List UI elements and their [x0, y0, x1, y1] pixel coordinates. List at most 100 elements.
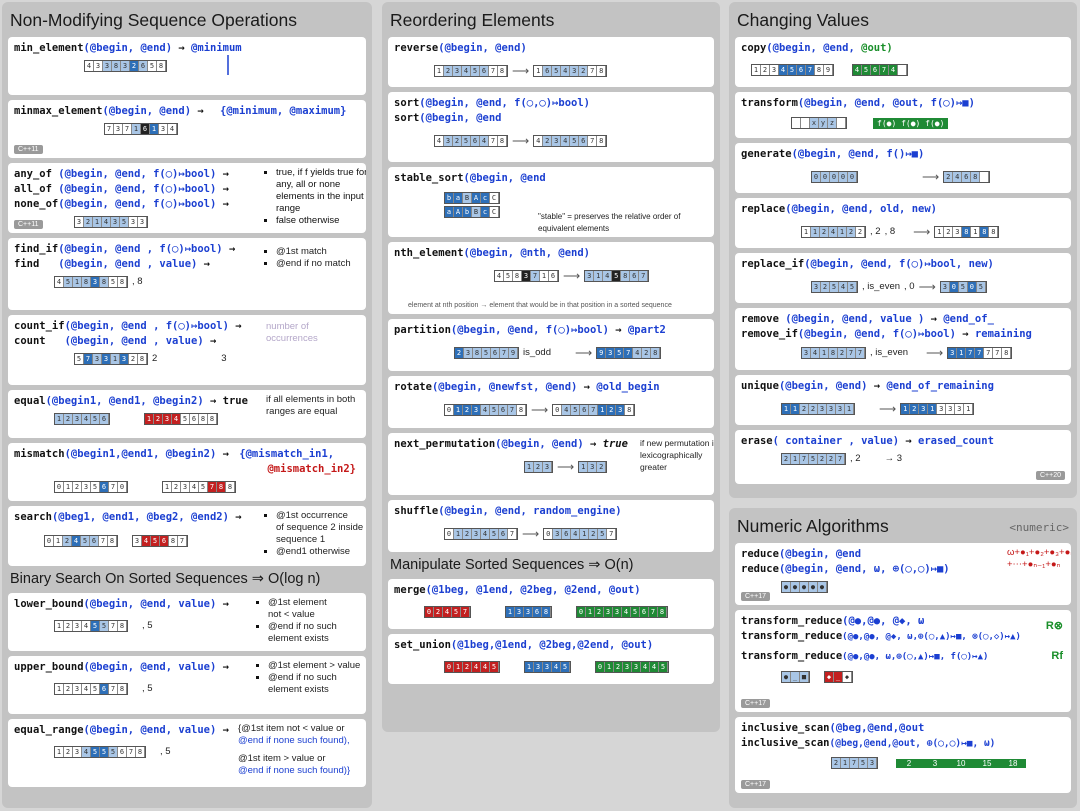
partition-predicate: is_odd	[523, 347, 551, 358]
fn-name: set_union	[394, 639, 451, 651]
count-value: 2	[152, 353, 158, 364]
pred-notes: true, if f yields true for any, all or n…	[266, 167, 366, 227]
fn-name-2: sort	[394, 112, 420, 124]
fn-args: (@begin, @end, f(◯,◯)↦bool)	[419, 97, 590, 109]
card-inclusive-scan: inclusive_scan(@beg,@end,@out inclusive_…	[735, 717, 1071, 793]
fn-args-2: (@beg,@end,@out, ⊕(◯,◯)↦■, ω)	[829, 738, 996, 749]
find-note-match: @1st match	[276, 246, 327, 257]
card-remove: remove (@begin, @end, value ) → @end_of_…	[735, 308, 1071, 370]
fn-name: reduce	[741, 548, 779, 560]
card-any-all-none: any_of (@begin, @end, f(◯)↦bool) → all_o…	[8, 163, 366, 233]
stable-note: "stable" = preserves the relative order …	[538, 212, 681, 233]
fn-args: (@1beg,@1end, @2beg,@2end, @out)	[450, 639, 654, 651]
lb-note-1st: @1st element	[268, 597, 327, 608]
fn-return: @part2	[627, 324, 666, 336]
scan-out-cell: 10	[956, 758, 966, 768]
fn-args: (@begin, @end	[778, 548, 862, 560]
non-modifying-panel: Non-Modifying Sequence Operations min_el…	[2, 2, 372, 808]
fn-args: (@begin1,@end1, @begin2)	[64, 448, 217, 460]
fn-name: inclusive_scan	[741, 722, 830, 734]
fn-args: (@begin, @end , value)	[64, 335, 204, 347]
pred-note-true: true, if f yields true for any, all or n…	[276, 167, 366, 215]
section-title-binary-search: Binary Search On Sorted Sequences ⇒ O(lo…	[10, 571, 321, 587]
card-sort: sort(@begin, @end, f(◯,◯)↦bool) sort(@be…	[388, 92, 714, 162]
erase-result: → 3	[884, 453, 902, 464]
fn-out: @out)	[861, 42, 893, 54]
fn-name: upper_bound	[14, 661, 84, 673]
card-merge: merge(@1beg, @1end, @2beg, @2end, @out) …	[388, 579, 714, 629]
arrow: →	[590, 438, 597, 450]
replace-new: , 8	[884, 226, 896, 237]
card-replace-if: replace_if(@begin, @end, f(◯)↦bool, new)…	[735, 253, 1071, 303]
arrow: →	[583, 381, 590, 393]
fn-name: replace_if	[741, 258, 805, 270]
fn-name: transform	[741, 97, 798, 109]
arrow: →	[235, 320, 242, 332]
fn-args: (@begin, @end, f(◯)↦bool, new)	[804, 258, 994, 270]
fn-args-2: (@begin, @end, ω, ⊕(◯,◯)↦■)	[778, 563, 950, 575]
fn-name: min_element	[14, 42, 84, 54]
er-note-4: @end if none such found)}	[238, 765, 351, 776]
fn-args: (@begin, @end)	[778, 380, 868, 392]
arrow-2: →	[962, 328, 969, 340]
cpp-tag: C++17	[741, 592, 771, 601]
fn-name: equal	[14, 395, 46, 407]
numeric-header-tag: <numeric>	[1009, 521, 1069, 534]
fn-return-2: remaining	[974, 328, 1032, 340]
fn-name: sort	[394, 97, 420, 109]
fn-args: (@begin, @end)	[102, 105, 192, 117]
fn-name: search	[14, 511, 52, 523]
numeric-title-text: Numeric Algorithms	[737, 516, 889, 536]
fn-args: (@begin, @end, value)	[83, 724, 217, 736]
scan-output: 2 3 10 15 18	[896, 758, 1026, 768]
arrow: →	[235, 511, 242, 523]
fn-args: (@begin, @end , f(◯)↦bool)	[58, 243, 223, 255]
fn-name: transform_reduce	[741, 615, 843, 627]
reordering-panel: Reordering Elements reverse(@begin, @end…	[382, 2, 720, 732]
fn-name: all_of	[14, 183, 52, 195]
arrow: →	[209, 335, 217, 347]
arrow: →	[222, 183, 229, 195]
card-set-union: set_union(@1beg,@1end, @2beg,@2end, @out…	[388, 634, 714, 684]
equal-note: if all elements in both ranges are equal	[266, 394, 356, 417]
fn-args: (@begin, @end, value)	[83, 598, 217, 610]
cpp-tag: C++17	[741, 780, 771, 789]
erase-value: , 2	[850, 453, 861, 464]
fn-args: (@begin, @end,	[766, 42, 855, 54]
fn-args: (@begin, @end, old, new)	[785, 203, 937, 215]
arrow: →	[873, 380, 881, 392]
er-note-2: @end if none such found),	[238, 735, 350, 746]
arrow: →	[197, 105, 204, 117]
card-partition: partition(@begin, @end, f(◯)↦bool) → @pa…	[388, 319, 714, 371]
fn-return: @end_of_remaining	[886, 380, 994, 392]
fn-args: (@begin, @end, value)	[83, 661, 217, 673]
search-note-otherwise: @end1 otherwise	[276, 546, 351, 557]
find-note-nomatch: @end if no match	[276, 258, 351, 269]
fn-name: copy	[741, 42, 767, 54]
replace-old: , 2	[870, 226, 881, 237]
scan-out-cell: 2	[906, 758, 912, 768]
